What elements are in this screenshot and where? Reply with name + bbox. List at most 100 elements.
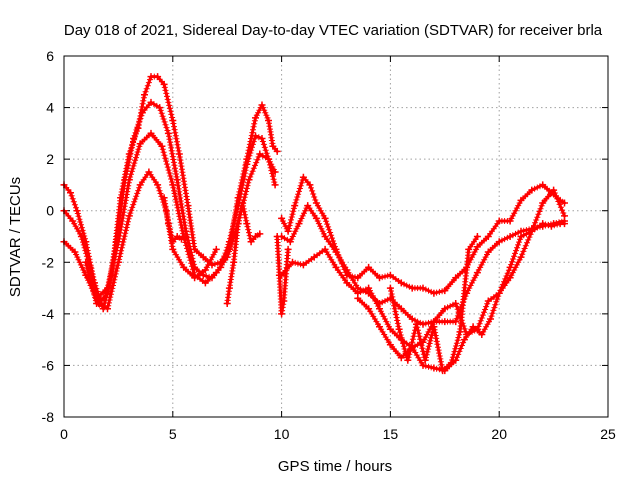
- data-point: [550, 186, 558, 194]
- data-point: [173, 233, 181, 240]
- data-point: [506, 274, 514, 282]
- data-point: [256, 150, 264, 158]
- series-trace-12: [273, 233, 292, 318]
- data-point: [201, 266, 209, 274]
- data-point: [73, 207, 81, 215]
- data-point: [365, 284, 373, 292]
- y-tick-label: 6: [46, 48, 54, 64]
- series-trace-8: [278, 202, 568, 328]
- data-point: [421, 356, 429, 364]
- data-point: [125, 176, 133, 184]
- data-point: [547, 222, 555, 230]
- data-point: [528, 186, 536, 194]
- data-point: [561, 220, 568, 228]
- data-point: [278, 310, 286, 318]
- y-tick-label: -8: [42, 409, 55, 425]
- data-point: [212, 245, 220, 253]
- data-point: [138, 109, 146, 117]
- data-point: [419, 284, 427, 292]
- data-point: [175, 150, 183, 158]
- data-point: [386, 271, 394, 279]
- data-point: [223, 300, 231, 307]
- data-point: [184, 202, 192, 210]
- data-point: [271, 181, 279, 189]
- plot-frame: [63, 55, 609, 418]
- data-series: [60, 73, 568, 375]
- data-point: [408, 315, 416, 323]
- data-point: [539, 199, 547, 207]
- data-point: [234, 220, 242, 228]
- data-point: [169, 181, 177, 189]
- data-point: [439, 367, 447, 375]
- data-point: [93, 300, 101, 307]
- data-point: [404, 356, 412, 364]
- data-point: [291, 202, 299, 210]
- data-point: [539, 220, 547, 228]
- data-point: [160, 194, 168, 202]
- data-point: [487, 315, 494, 323]
- y-tick-label: -2: [42, 254, 55, 270]
- data-point: [273, 147, 281, 155]
- data-point: [354, 274, 362, 282]
- data-point: [365, 305, 373, 313]
- data-point: [354, 294, 362, 302]
- data-point: [191, 274, 199, 282]
- data-point: [223, 253, 231, 261]
- data-point: [397, 305, 405, 313]
- data-point: [258, 135, 266, 142]
- x-tick-labels: 0 5 10 15 20 25: [60, 426, 616, 442]
- data-point: [484, 233, 492, 240]
- data-point: [299, 173, 307, 181]
- data-point: [278, 214, 286, 222]
- data-point: [225, 284, 233, 292]
- data-point: [478, 331, 486, 338]
- data-point: [397, 279, 405, 287]
- data-point: [561, 212, 568, 220]
- data-point: [169, 238, 177, 246]
- data-point: [343, 279, 351, 287]
- data-point: [506, 233, 514, 240]
- data-point: [332, 263, 340, 271]
- data-point: [376, 305, 383, 313]
- data-point: [343, 266, 351, 274]
- data-point: [71, 248, 79, 256]
- data-point: [299, 261, 307, 269]
- data-point: [473, 243, 481, 251]
- data-point: [247, 238, 255, 246]
- data-point: [69, 217, 77, 225]
- data-point: [312, 214, 320, 222]
- data-point: [180, 263, 188, 271]
- data-point: [104, 305, 111, 313]
- data-point: [265, 117, 272, 124]
- series-trace-7: [278, 173, 568, 297]
- data-point: [408, 284, 416, 292]
- data-point: [395, 325, 403, 333]
- data-point: [473, 269, 481, 277]
- data-point: [273, 233, 281, 240]
- data-point: [304, 202, 312, 210]
- data-point: [413, 320, 420, 328]
- x-axis-title: GPS time / hours: [278, 458, 392, 475]
- data-point: [125, 212, 133, 220]
- data-point: [332, 248, 340, 256]
- data-point: [275, 271, 283, 279]
- data-point: [386, 284, 394, 292]
- series-trace-2: [60, 98, 279, 307]
- data-point: [141, 91, 148, 99]
- y-tick-labels: -8 -6 -4 -2 0 2 4 6: [42, 48, 55, 425]
- data-point: [158, 142, 166, 150]
- data-point: [386, 341, 394, 349]
- data-point: [321, 233, 329, 240]
- data-point: [252, 233, 259, 240]
- x-tick-label: 15: [383, 426, 399, 442]
- data-point: [212, 269, 220, 277]
- data-point: [252, 114, 259, 122]
- data-point: [156, 104, 164, 112]
- data-point: [147, 73, 155, 81]
- y-tick-label: 2: [46, 151, 54, 167]
- data-point: [561, 199, 568, 207]
- data-point: [67, 189, 74, 197]
- data-point: [365, 263, 373, 271]
